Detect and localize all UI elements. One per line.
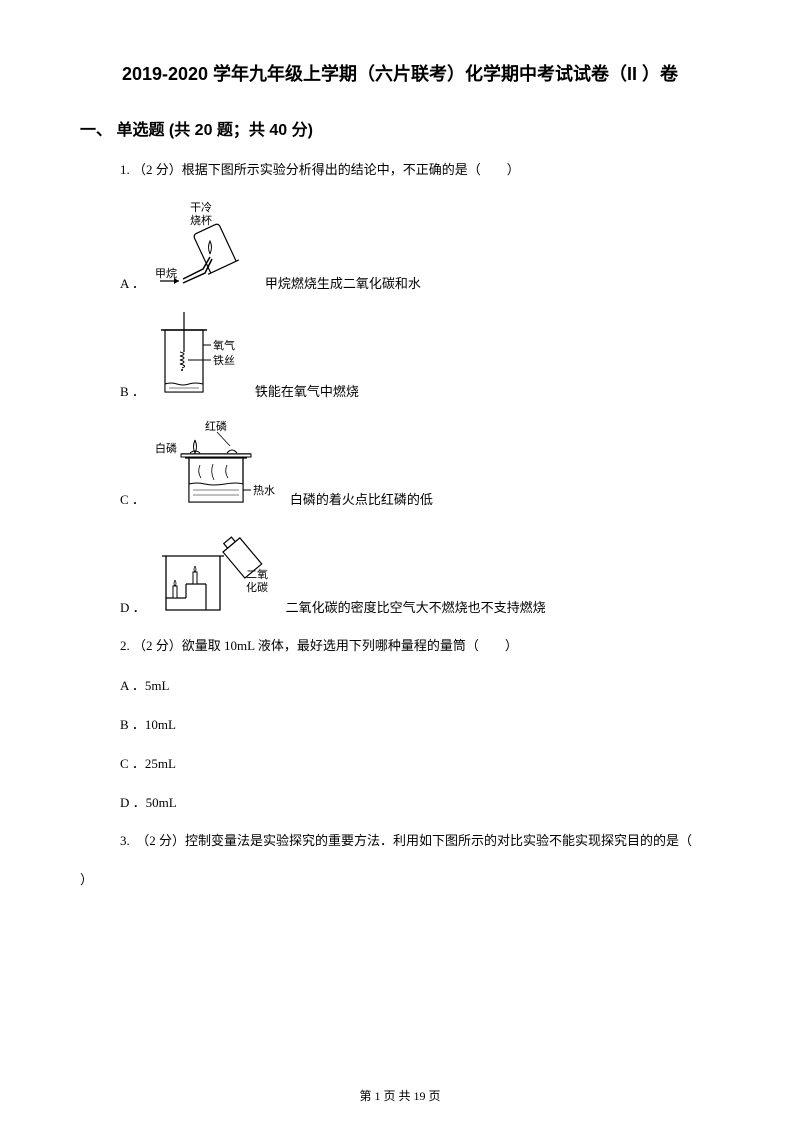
q3-close: ） xyxy=(80,869,720,888)
svg-text:铁丝: 铁丝 xyxy=(213,354,235,367)
svg-text:干冷: 干冷 xyxy=(190,201,212,214)
q1-option-a: A ． 干冷 烧杯 甲烷 甲烷燃烧生成二氧化碳和水 xyxy=(80,199,720,294)
q2-option-b: B ．10mL xyxy=(80,714,720,733)
svg-text:白磷: 白磷 xyxy=(155,441,177,455)
q2-option-d: D ．50mL xyxy=(80,792,720,811)
q1-option-b: B ． 氧气 铁丝 铁能在氧气中燃烧 xyxy=(80,312,720,402)
option-text: 甲烷燃烧生成二氧化碳和水 xyxy=(265,274,421,294)
beaker-methane-icon: 干冷 烧杯 甲烷 xyxy=(155,199,255,294)
q1-stem: 1. （2 分）根据下图所示实验分析得出的结论中，不正确的是（ ） xyxy=(80,160,720,181)
q2-option-c: C ．25mL xyxy=(80,753,720,772)
svg-text:二氧: 二氧 xyxy=(246,567,268,581)
svg-text:热水: 热水 xyxy=(253,484,275,497)
svg-text:氧气: 氧气 xyxy=(213,338,235,352)
q3-stem: 3. （2 分）控制变量法是实验探究的重要方法．利用如下图所示的对比实验不能实现… xyxy=(80,831,720,852)
jar-iron-icon: 氧气 铁丝 xyxy=(155,312,245,402)
q1-option-d: D ． 二氧 化碳 二氧化碳的密度比空气大不燃烧也不支持燃烧 xyxy=(80,528,720,618)
option-label: D ． xyxy=(120,598,146,618)
option-label: A ． xyxy=(120,274,145,294)
option-label: C ． xyxy=(120,490,145,510)
q2-option-a: A ．5mL xyxy=(80,675,720,694)
co2-pour-icon: 二氧 化碳 xyxy=(156,528,276,618)
option-text: 白磷的着火点比红磷的低 xyxy=(290,490,433,510)
page-footer: 第 1 页 共 19 页 xyxy=(0,1087,800,1104)
svg-text:烧杯: 烧杯 xyxy=(190,213,212,227)
q1-option-c: C ． 红磷 白磷 热水 白磷的着 xyxy=(80,420,720,510)
svg-text:甲烷: 甲烷 xyxy=(155,266,177,280)
option-text: 二氧化碳的密度比空气大不燃烧也不支持燃烧 xyxy=(286,598,546,618)
option-label: B ． xyxy=(120,382,145,402)
section-header: 一、 单选题 (共 20 题；共 40 分) xyxy=(80,116,720,140)
svg-text:红磷: 红磷 xyxy=(205,420,227,433)
svg-text:化碳: 化碳 xyxy=(246,580,268,594)
page-title: 2019-2020 学年九年级上学期（六片联考）化学期中考试试卷（II ）卷 xyxy=(80,60,720,86)
q2-stem: 2. （2 分）欲量取 10mL 液体，最好选用下列哪种量程的量筒（ ） xyxy=(80,636,720,657)
phosphorus-icon: 红磷 白磷 热水 xyxy=(155,420,280,510)
option-text: 铁能在氧气中燃烧 xyxy=(255,382,359,402)
